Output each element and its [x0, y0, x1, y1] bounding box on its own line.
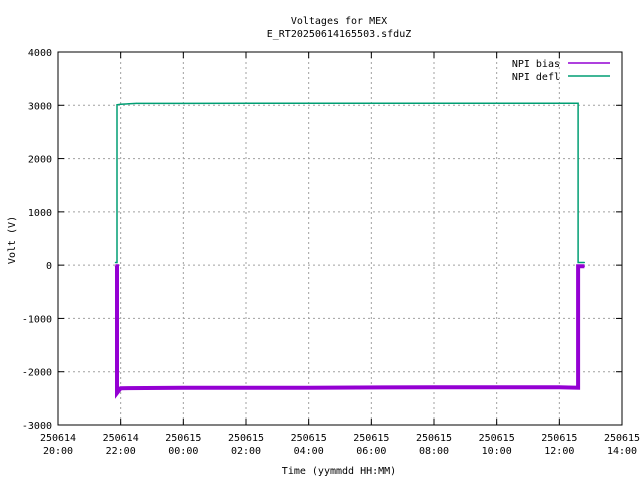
data-point-npi-bias	[433, 386, 435, 388]
x-tick-label-date: 250615	[228, 433, 264, 444]
data-point-npi-bias	[577, 387, 579, 389]
x-axis-label: Time (yymmdd HH:MM)	[282, 466, 396, 477]
grid-lines	[58, 52, 622, 425]
x-tick-label-time: 10:00	[482, 446, 512, 457]
data-point-npi-defl	[116, 261, 118, 264]
x-tick-label-time: 04:00	[294, 446, 324, 457]
data-point-npi-bias	[577, 265, 579, 267]
series-line-npi-bias	[115, 264, 585, 399]
x-tick-label-date: 250615	[165, 433, 201, 444]
x-tick-label-time: 08:00	[419, 446, 449, 457]
data-point-npi-defl	[577, 102, 579, 104]
y-tick-label: 2000	[28, 155, 52, 166]
data-point-npi-defl	[433, 102, 435, 104]
data-point-npi-defl	[577, 261, 579, 264]
x-tick-label-date: 250614	[103, 433, 139, 444]
y-tick-label: 1000	[28, 208, 52, 219]
x-tick-label-time: 06:00	[356, 446, 386, 457]
data-point-npi-defl	[583, 261, 586, 264]
x-axis-ticks: 250614 20:00 250614 22:00 250615 00:00 250615 0…	[40, 52, 640, 457]
plot-border	[57, 51, 623, 426]
chart-subtitle: E_RT20250614165503.sfduZ	[267, 29, 412, 40]
x-tick-label-date: 250615	[604, 433, 640, 444]
legend-label-npi-defl: NPI defl	[512, 72, 560, 83]
y-tick-label: -3000	[22, 421, 52, 432]
x-tick-label-date: 250615	[416, 433, 452, 444]
data-point-npi-bias	[114, 265, 116, 267]
x-tick-label-time: 02:00	[231, 446, 261, 457]
x-tick-label-time: 00:00	[168, 446, 198, 457]
data-point-npi-bias	[182, 387, 184, 389]
series-line-npi-defl	[115, 102, 585, 264]
x-tick-label-date: 250615	[353, 433, 389, 444]
y-axis-ticks: -3000 -2000 -1000 0 1000 2000 3000 4000	[22, 48, 622, 432]
data-point-npi-bias	[308, 387, 310, 389]
legend: NPI bias NPI defl	[512, 59, 610, 83]
data-point-npi-defl	[182, 102, 184, 104]
x-tick-label-date: 250614	[40, 433, 76, 444]
x-tick-label-time: 20:00	[43, 446, 73, 457]
data-point-npi-bias	[583, 265, 586, 267]
x-tick-label-time: 14:00	[607, 446, 637, 457]
data-point-npi-defl	[135, 102, 137, 104]
data-point-npi-defl	[114, 261, 116, 264]
y-tick-label: -2000	[22, 368, 52, 379]
legend-label-npi-bias: NPI bias	[512, 59, 560, 70]
y-tick-label: -1000	[22, 314, 52, 325]
x-tick-label-date: 250615	[291, 433, 327, 444]
y-tick-label: 0	[46, 261, 52, 272]
data-point-npi-defl	[308, 102, 310, 104]
x-tick-label-date: 250615	[541, 433, 577, 444]
y-axis-label: Volt (V)	[7, 216, 18, 264]
x-tick-label-date: 250615	[479, 433, 515, 444]
y-tick-label: 4000	[28, 48, 52, 59]
data-point-npi-defl	[116, 104, 118, 106]
series-lines	[114, 102, 586, 399]
chart-title: Voltages for MEX	[291, 16, 387, 27]
data-point-npi-bias	[116, 392, 118, 394]
data-point-npi-defl	[558, 102, 560, 104]
x-tick-label-time: 22:00	[106, 446, 136, 457]
data-point-npi-defl	[120, 103, 122, 105]
data-point-npi-bias	[558, 386, 560, 388]
x-tick-label-time: 12:00	[544, 446, 574, 457]
y-tick-label: 3000	[28, 101, 52, 112]
data-point-npi-bias	[120, 387, 122, 389]
data-point-npi-bias	[116, 265, 118, 267]
